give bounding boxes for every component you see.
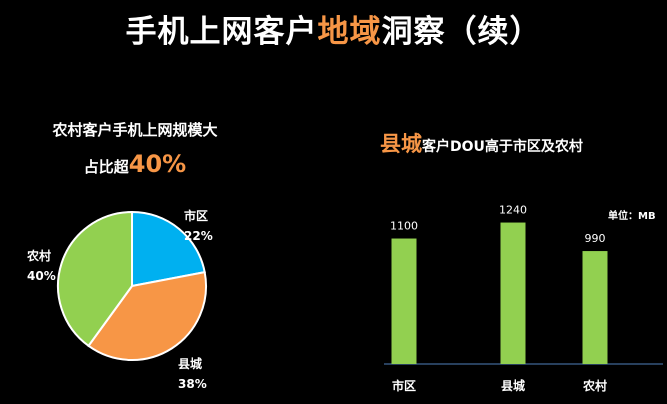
bar-2: [582, 251, 608, 364]
bar-value-label-1: 1240: [499, 204, 527, 217]
x-tick-label-2: 农村: [582, 378, 607, 393]
bar-value-label-0: 1100: [390, 220, 418, 233]
pie-caption-line2: 占比超40%: [10, 150, 260, 178]
pie-caption-line1: 农村客户手机上网规模大: [52, 121, 218, 139]
bar-caption-highlight: 县城: [380, 132, 422, 156]
pie-label-2: 农村: [26, 248, 51, 263]
bar-1: [500, 222, 526, 364]
pie-caption-value: 40%: [128, 150, 187, 178]
pie-caption-prefix: 占比超: [83, 158, 129, 176]
title-part2: 洞察（续）: [381, 14, 542, 50]
x-tick-label-0: 市区: [392, 378, 416, 393]
pie-label-0: 市区: [184, 208, 208, 223]
pie-pct-label-2: 40%: [27, 269, 56, 283]
pie-slice-0: [131, 210, 206, 288]
title-part1: 手机上网客户: [125, 14, 318, 50]
bar-0: [391, 238, 417, 364]
bar-caption-rest: 客户DOU高于市区及农村: [422, 139, 583, 155]
unit-label: 单位：MB: [608, 211, 656, 222]
pie-chart: 市区 22% 县城 38% 农村 40%: [26, 208, 213, 391]
pie-caption: 农村客户手机上网规模大 占比超40%: [10, 119, 260, 178]
pie-slice-2: [57, 210, 133, 348]
bar-caption: 县城客户DOU高于市区及农村: [380, 128, 667, 158]
page-title: 手机上网客户地域洞察（续）: [0, 6, 667, 51]
title-highlight: 地域: [317, 14, 382, 50]
pie-label-1: 县城: [178, 356, 202, 371]
pie-pct-label-0: 22%: [184, 229, 213, 243]
bar-value-label-2: 990: [585, 232, 606, 245]
x-tick-label-1: 县城: [501, 378, 525, 393]
bar-chart: 1100 市区 1240 县城 990 农村: [384, 204, 663, 393]
pie-slice-1: [87, 270, 208, 361]
pie-pct-label-1: 38%: [178, 377, 207, 391]
